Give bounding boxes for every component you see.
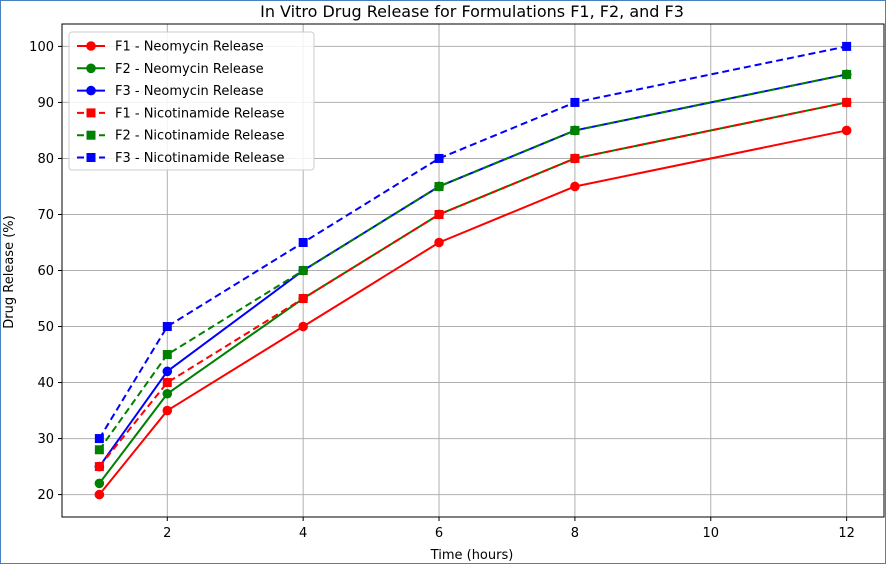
y-tick-label: 60	[37, 264, 54, 279]
chart-title: In Vitro Drug Release for Formulations F…	[260, 2, 684, 21]
series-6	[94, 41, 852, 444]
series-line	[98, 45, 847, 440]
data-point	[434, 153, 444, 163]
data-point	[570, 97, 580, 107]
data-point	[94, 478, 105, 489]
data-point	[298, 266, 308, 275]
y-tick-label: 40	[37, 376, 54, 391]
y-axis-label: Drug Release (%)	[2, 215, 17, 328]
data-point	[842, 69, 852, 79]
data-point	[94, 462, 104, 472]
data-point	[842, 97, 852, 107]
data-point	[570, 125, 580, 135]
data-point	[570, 153, 580, 163]
legend-item: F3 - Nicotinamide Release	[77, 151, 285, 166]
legend-label: F1 - Neomycin Release	[115, 40, 264, 55]
series-line	[98, 73, 847, 451]
legend-item: F2 - Nicotinamide Release	[77, 129, 285, 144]
legend-box	[68, 31, 315, 171]
legend-label: F3 - Nicotinamide Release	[115, 151, 285, 166]
data-point	[298, 294, 308, 304]
data-point	[298, 321, 308, 332]
series-1	[94, 125, 852, 500]
data-point	[162, 322, 172, 332]
data-point	[162, 378, 172, 388]
y-tick-label: 90	[37, 96, 54, 111]
x-tick-label: 8	[571, 526, 579, 541]
data-point	[570, 181, 580, 192]
data-point	[162, 366, 173, 377]
legend-label: F2 - Nicotinamide Release	[115, 129, 285, 144]
y-tick-label: 20	[37, 488, 54, 503]
legend-marker	[86, 153, 96, 162]
data-point	[434, 209, 444, 219]
x-tick-label: 10	[702, 526, 719, 541]
x-tick-label: 4	[299, 526, 307, 541]
series-group	[94, 41, 852, 500]
data-point	[94, 489, 105, 500]
y-tick-label: 80	[37, 152, 54, 167]
data-point	[94, 434, 104, 444]
data-point	[94, 445, 104, 455]
data-point	[298, 237, 308, 247]
data-point	[162, 388, 173, 399]
series-4	[94, 97, 852, 472]
data-point	[162, 405, 173, 416]
y-tick-label: 50	[37, 320, 54, 335]
legend-marker	[86, 108, 96, 118]
series-5	[94, 69, 852, 455]
legend-marker	[86, 85, 96, 96]
legend-label: F1 - Nicotinamide Release	[115, 106, 285, 121]
data-point	[842, 41, 852, 51]
legend-item: F1 - Neomycin Release	[77, 40, 264, 55]
legend-item: F2 - Neomycin Release	[77, 62, 264, 77]
legend-label: F2 - Neomycin Release	[115, 62, 264, 77]
legend-item: F3 - Neomycin Release	[77, 84, 264, 99]
data-point	[162, 350, 172, 360]
legend-item: F1 - Nicotinamide Release	[77, 106, 285, 121]
series-line	[98, 101, 847, 468]
x-tick-label: 6	[435, 526, 443, 541]
data-point	[841, 125, 852, 136]
legend-marker	[86, 63, 96, 74]
legend: F1 - Neomycin Release F2 - Neomycin Relea…	[68, 31, 315, 171]
legend-marker	[86, 130, 96, 140]
x-tick-label: 12	[838, 526, 855, 541]
legend-label: F3 - Neomycin Release	[115, 84, 264, 99]
ticks: 2 4 6 8 10 12 20 30 40 50 60 70 80 90 100	[29, 40, 855, 541]
data-point	[434, 237, 444, 248]
x-axis-label: Time (hours)	[430, 548, 514, 563]
y-tick-label: 70	[37, 208, 54, 223]
data-point	[434, 181, 444, 191]
legend-marker	[86, 41, 96, 51]
x-tick-label: 2	[163, 526, 171, 541]
y-tick-label: 100	[29, 40, 54, 55]
y-tick-label: 30	[37, 432, 54, 447]
series-line	[98, 129, 847, 496]
